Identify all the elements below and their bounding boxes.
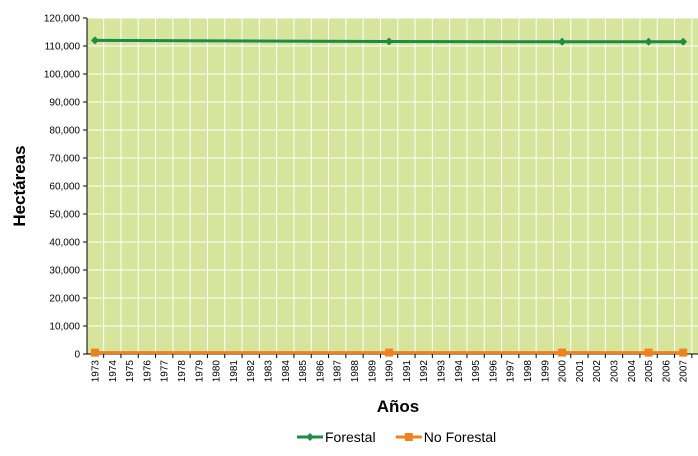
x-tick-label: 2002 (592, 360, 603, 383)
y-tick-label: 60,000 (49, 182, 80, 193)
y-tick-label: 120,000 (44, 14, 81, 25)
x-tick-label: 1977 (160, 360, 171, 383)
data-point-forestal (558, 37, 567, 46)
y-tick-label: 80,000 (49, 126, 80, 137)
x-tick-label: 1989 (367, 360, 378, 383)
data-point-no-forestal (558, 348, 567, 357)
x-tick-label: 1995 (471, 360, 482, 383)
y-tick-label: 90,000 (49, 98, 80, 109)
x-tick-label: 1976 (142, 360, 153, 383)
plot-area (87, 17, 698, 354)
x-axis-title: Años (377, 397, 420, 416)
axis-labels: 0 10,000 20,000 30,000 40,000 50,000 60,000 70,… (44, 14, 690, 383)
data-point-no-forestal (91, 348, 99, 357)
x-tick-label: 2004 (627, 360, 638, 383)
x-tick-label: 1979 (194, 360, 205, 383)
data-point-forestal (644, 37, 653, 46)
x-tick-label: 1983 (264, 360, 275, 383)
x-tick-label: 1982 (246, 360, 257, 383)
x-tick-label: 1990 (385, 360, 396, 383)
legend-label: No Forestal (424, 429, 496, 445)
y-tick-label: 50,000 (49, 210, 80, 221)
legend-marker (404, 433, 413, 441)
x-tick-label: 1975 (125, 360, 136, 383)
x-tick-label: 1988 (350, 360, 361, 383)
y-tick-label: 110,000 (45, 42, 81, 53)
data-point-forestal (385, 37, 394, 46)
x-tick-label: 1991 (402, 360, 413, 383)
x-tick-label: 2003 (610, 360, 621, 383)
x-tick-label: 1978 (177, 360, 188, 383)
y-tick-label: 0 (74, 350, 80, 361)
x-tick-label: 1997 (506, 360, 517, 383)
legend-label: Forestal (325, 429, 376, 445)
x-tick-label: 1973 (91, 360, 102, 383)
y-tick-label: 20,000 (49, 294, 80, 305)
x-tick-label: 1987 (333, 360, 344, 383)
data-point-no-forestal (385, 348, 394, 357)
y-tick-label: 30,000 (49, 266, 80, 277)
x-tick-label: 2006 (661, 360, 672, 383)
x-tick-label: 1996 (488, 360, 499, 383)
x-tick-label: 2005 (644, 360, 655, 383)
x-tick-label: 2000 (558, 360, 569, 383)
y-tick-label: 10,000 (49, 322, 80, 333)
x-tick-label: 2001 (575, 360, 586, 383)
x-tick-label: 1994 (454, 360, 465, 383)
x-tick-label: 1998 (523, 360, 534, 383)
x-tick-label: 1986 (315, 360, 326, 383)
legend-marker (306, 433, 314, 441)
data-point-forestal (91, 36, 99, 45)
y-tick-label: 100,000 (44, 70, 81, 81)
x-tick-label: 1981 (229, 360, 240, 383)
y-tick-label: 40,000 (49, 238, 80, 249)
x-tick-label: 1993 (437, 360, 448, 383)
x-tick-label: 1985 (298, 360, 309, 383)
data-point-no-forestal (644, 348, 653, 357)
x-tick-label: 1974 (108, 360, 119, 383)
series-lines (91, 36, 688, 357)
x-tick-label: 1992 (419, 360, 430, 383)
legend: Forestal No Forestal (297, 429, 496, 445)
y-tick-label: 70,000 (49, 154, 80, 165)
x-tick-label: 1999 (540, 360, 551, 383)
y-axis-title: Hectáreas (10, 145, 29, 226)
data-point-no-forestal (679, 348, 688, 357)
x-tick-label: 1984 (281, 360, 292, 383)
x-tick-label: 2007 (679, 360, 690, 383)
x-tick-label: 1980 (212, 360, 223, 383)
data-point-forestal (679, 37, 688, 46)
